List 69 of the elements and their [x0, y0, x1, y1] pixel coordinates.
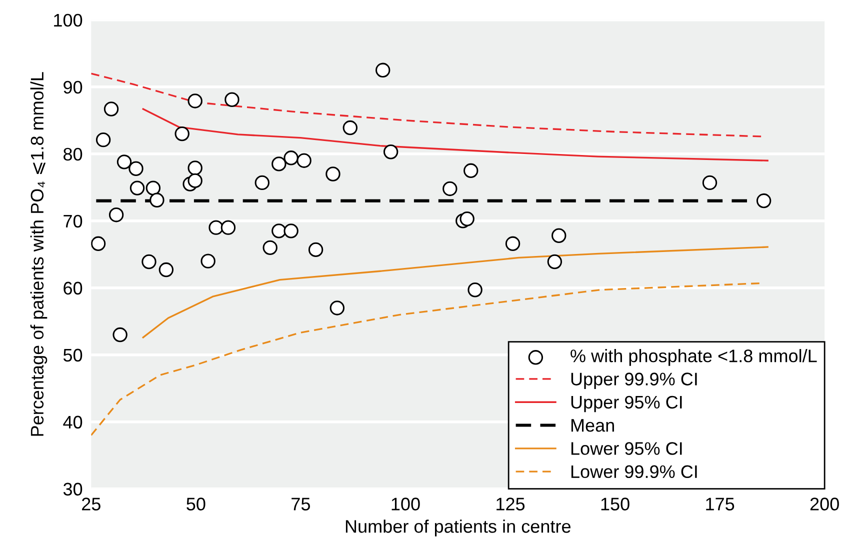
legend-label: Mean	[571, 419, 614, 432]
point	[188, 94, 202, 108]
point	[272, 224, 286, 238]
point	[91, 236, 106, 252]
point	[284, 224, 298, 238]
point	[130, 180, 145, 196]
point	[116, 154, 132, 170]
point	[308, 242, 324, 258]
point	[142, 254, 156, 270]
y-tick-label: 40	[63, 416, 82, 429]
x-tick-label: 25	[82, 498, 100, 510]
point	[547, 254, 562, 270]
point	[158, 262, 174, 278]
y-tick-label: 70	[64, 214, 82, 228]
point	[104, 102, 119, 116]
point	[220, 220, 236, 235]
point	[262, 240, 278, 256]
point	[756, 193, 772, 208]
x-tick-label: 50	[186, 498, 206, 510]
point	[326, 166, 340, 182]
point	[468, 282, 482, 298]
point	[174, 126, 190, 142]
y-tick-label: 50	[63, 348, 82, 362]
legend-label: Upper 99.9% CI	[571, 372, 697, 390]
point	[224, 92, 240, 107]
point	[552, 228, 566, 243]
legend-label: Lower 99.9% CI	[571, 465, 697, 478]
point	[188, 173, 202, 188]
point	[112, 327, 128, 342]
point	[383, 144, 398, 160]
y-axis-title: Percentage of patients with PO₄ ⩽1.8 mmol/L	[30, 72, 48, 436]
point	[464, 163, 478, 178]
x-axis-title: Number of patients in centre	[346, 520, 570, 536]
x-tick-label: 150	[601, 498, 630, 510]
point	[702, 175, 718, 190]
point	[150, 192, 164, 208]
point	[330, 300, 345, 316]
y-tick-label: 100	[54, 14, 82, 27]
point	[272, 156, 286, 172]
point	[128, 161, 144, 176]
y-tick-label: 60	[64, 282, 82, 295]
x-tick-label: 175	[706, 498, 734, 510]
point	[96, 132, 111, 148]
point	[208, 220, 224, 235]
point	[108, 208, 124, 222]
point	[188, 160, 202, 176]
point	[296, 153, 312, 168]
point	[284, 150, 298, 166]
x-tick-label: 100	[392, 498, 420, 510]
y-tick-label: 80	[64, 148, 82, 161]
line-series	[142, 108, 768, 162]
point	[146, 180, 161, 196]
point	[254, 175, 270, 190]
x-tick-label: 75	[292, 498, 310, 510]
line-series	[91, 72, 763, 138]
x-tick-label: 200	[810, 498, 839, 510]
point	[200, 254, 216, 268]
y-tick-label: 30	[63, 482, 82, 496]
x-tick-label: 125	[496, 498, 525, 510]
legend-label: Upper 95% CI	[571, 396, 682, 412]
point	[460, 212, 474, 226]
y-tick-label: 90	[64, 80, 82, 94]
point	[342, 120, 358, 136]
legend-label: Lower 95% CI	[571, 442, 682, 455]
point	[505, 236, 520, 252]
point	[442, 181, 458, 196]
point	[375, 62, 390, 78]
line-series	[142, 246, 768, 338]
legend-label: % with phosphate <1.8 mmol/L	[570, 349, 817, 366]
